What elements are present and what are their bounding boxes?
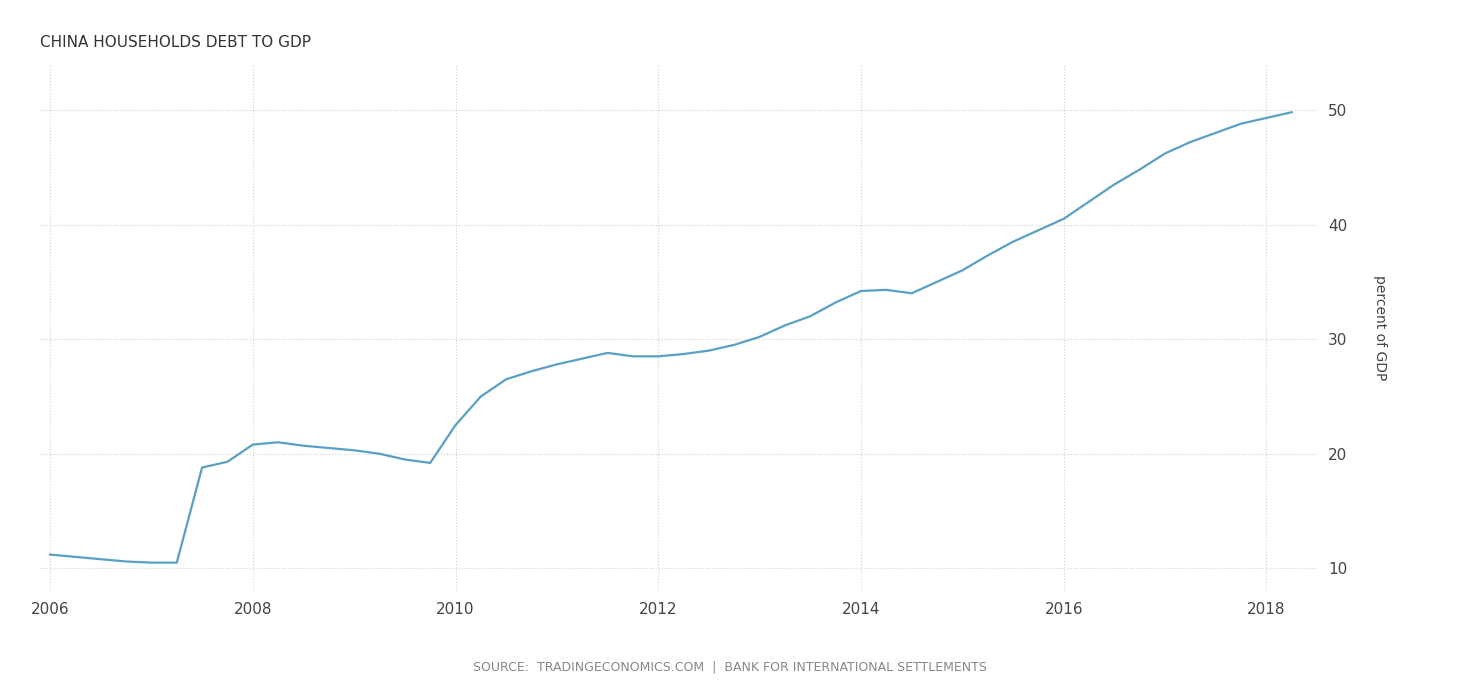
Text: SOURCE:  TRADINGECONOMICS.COM  |  BANK FOR INTERNATIONAL SETTLEMENTS: SOURCE: TRADINGECONOMICS.COM | BANK FOR … <box>473 660 987 673</box>
Text: CHINA HOUSEHOLDS DEBT TO GDP: CHINA HOUSEHOLDS DEBT TO GDP <box>39 35 311 50</box>
Y-axis label: percent of GDP: percent of GDP <box>1372 275 1387 380</box>
